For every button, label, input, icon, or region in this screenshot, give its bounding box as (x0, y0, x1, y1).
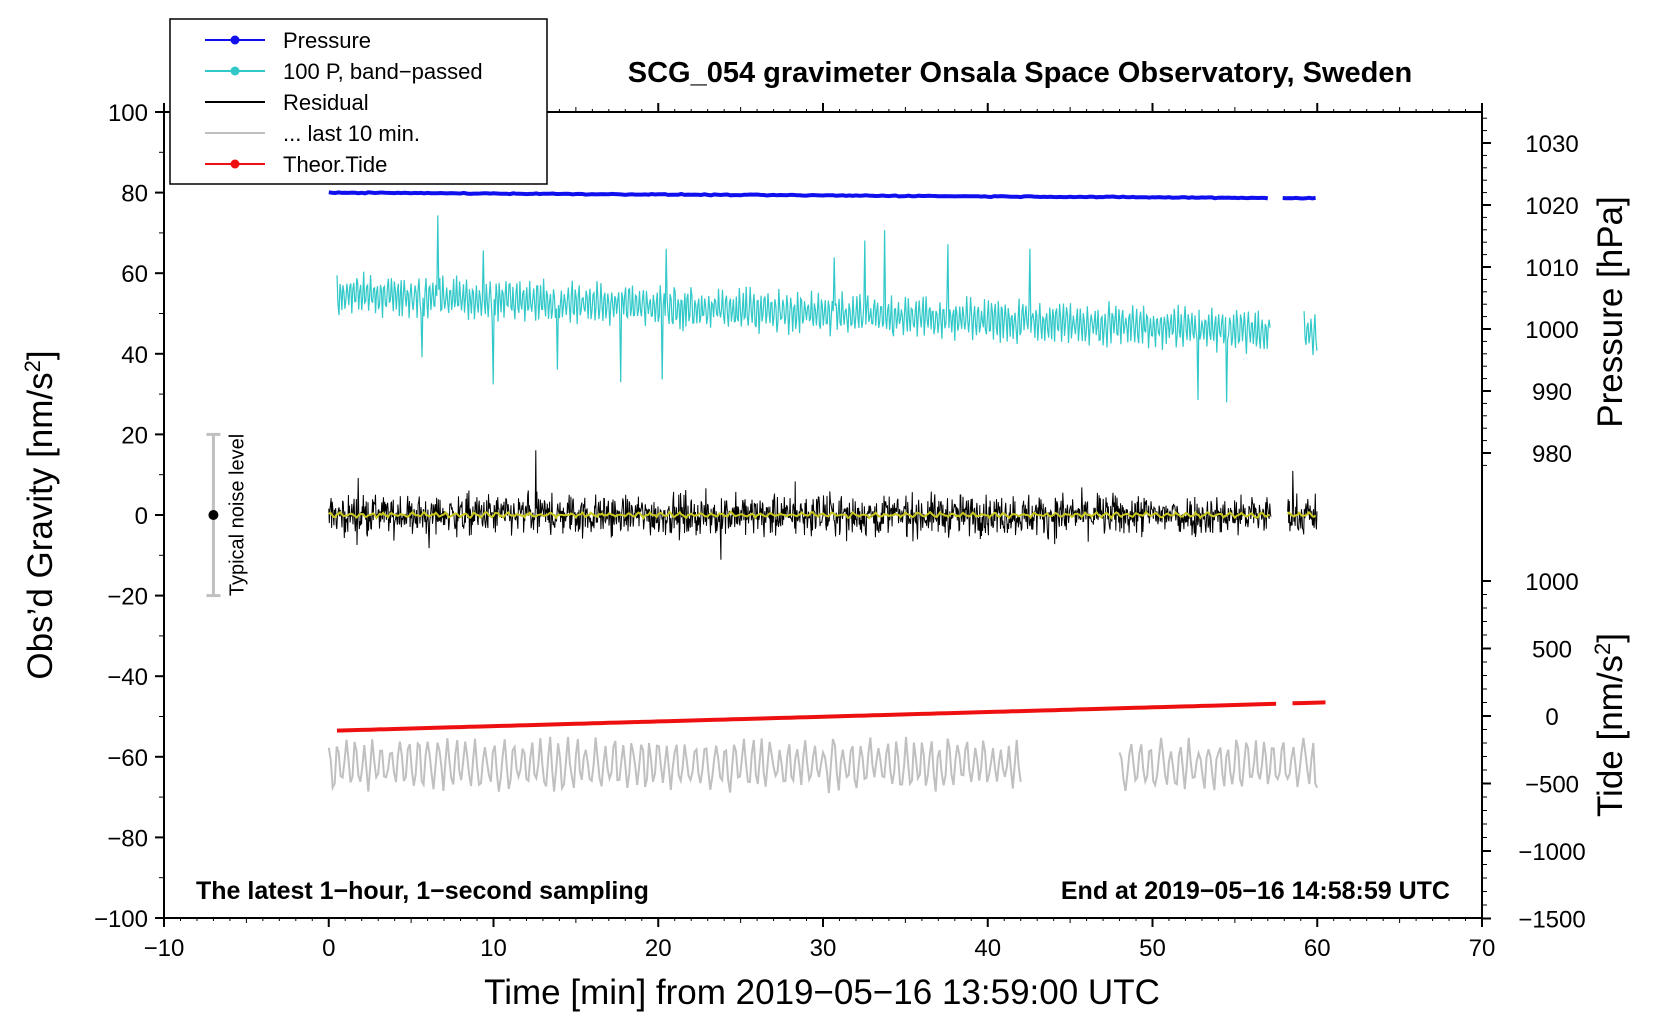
pressure-tick-label: 1030 (1525, 131, 1578, 158)
x-tick-label: 70 (1469, 935, 1496, 962)
legend-label: ... last 10 min. (283, 121, 420, 146)
y-tick-label: 60 (121, 261, 148, 288)
series-pressure-bandpassed (1303, 311, 1318, 356)
noise-label: Typical noise level (226, 434, 248, 596)
x-tick-label: 60 (1304, 935, 1331, 962)
series-last-10-min (1118, 737, 1319, 792)
series-last-10-min (327, 736, 1022, 794)
x-tick-label: 0 (322, 935, 335, 962)
tide-tick-label: −1000 (1518, 839, 1585, 866)
x-tick-label: −10 (144, 935, 185, 962)
tide-tick-label: 500 (1532, 637, 1572, 664)
series-pressure (328, 190, 1269, 201)
legend-items: Pressure 100 P, band−passed Residual ... la… (205, 28, 483, 177)
end-time-note: End at 2019−05−16 14:58:59 UTC (1061, 877, 1450, 905)
axis-ticks: −10 0 10 20 30 40 50 60 70100806040200−20−40−60−… (94, 100, 1586, 962)
x-tick-label: 40 (974, 935, 1001, 962)
series-residual (1287, 470, 1318, 535)
chart-title: SCG_054 gravimeter Onsala Space Observat… (628, 57, 1412, 89)
series-residual (328, 450, 1272, 560)
legend-marker (230, 66, 240, 76)
x-tick-label: 30 (810, 935, 837, 962)
x-tick-label: 20 (645, 935, 672, 962)
noise-level-indicator: Typical noise level (206, 432, 248, 598)
x-tick-label: 50 (1139, 935, 1166, 962)
series-pressure (1282, 195, 1316, 201)
y-tick-label: −100 (94, 906, 148, 933)
y-tick-label: 0 (135, 503, 148, 530)
tide-tick-label: 1000 (1525, 569, 1578, 596)
tide-tick-label: 0 (1545, 704, 1558, 731)
series-residual-smoothed (1286, 510, 1317, 518)
noise-dot (208, 510, 219, 520)
legend-marker (230, 35, 240, 45)
y-tick-label: 80 (121, 181, 148, 208)
legend-marker (230, 159, 240, 169)
legend-label: Pressure (283, 28, 371, 53)
x-tick-label: 10 (480, 935, 507, 962)
pressure-tick-label: 1010 (1525, 255, 1578, 282)
legend: Pressure 100 P, band−passed Residual ... la… (169, 18, 548, 185)
y-tick-label: −40 (107, 664, 148, 691)
legend-label: Theor.Tide (283, 152, 387, 177)
y-tick-label: −80 (107, 825, 148, 852)
pressure-tick-label: 990 (1532, 379, 1572, 406)
y-axis-label-pressure: Pressure [hPa] (1591, 196, 1630, 428)
legend-label: 100 P, band−passed (283, 59, 483, 84)
y-tick-label: 100 (108, 100, 148, 127)
sampling-note: The latest 1−hour, 1−second sampling (196, 877, 649, 905)
y-tick-label: 40 (121, 342, 148, 369)
legend-label: Residual (283, 90, 369, 115)
x-axis-label: Time [min] from 2019−05−16 13:59:00 UTC (484, 973, 1160, 1012)
y-tick-label: −20 (107, 584, 148, 611)
data-series (327, 190, 1326, 794)
y-tick-label: 20 (121, 422, 148, 449)
pressure-tick-label: 1000 (1525, 317, 1578, 344)
tide-tick-label: −500 (1525, 772, 1579, 799)
pressure-tick-label: 1020 (1525, 193, 1578, 220)
series-pressure-bandpassed (336, 215, 1271, 403)
y-tick-label: −60 (107, 745, 148, 772)
y-axis-label-left: Obs’d Gravity [nm/s2] (20, 350, 60, 679)
tide-tick-label: −1500 (1518, 907, 1585, 934)
pressure-tick-label: 980 (1532, 441, 1572, 468)
y-axis-label-tide: Tide [nm/s2] (1590, 633, 1630, 817)
series-theor-tide (1292, 700, 1326, 706)
series-residual-smoothed (328, 510, 1270, 520)
series-theor-tide (336, 701, 1277, 733)
